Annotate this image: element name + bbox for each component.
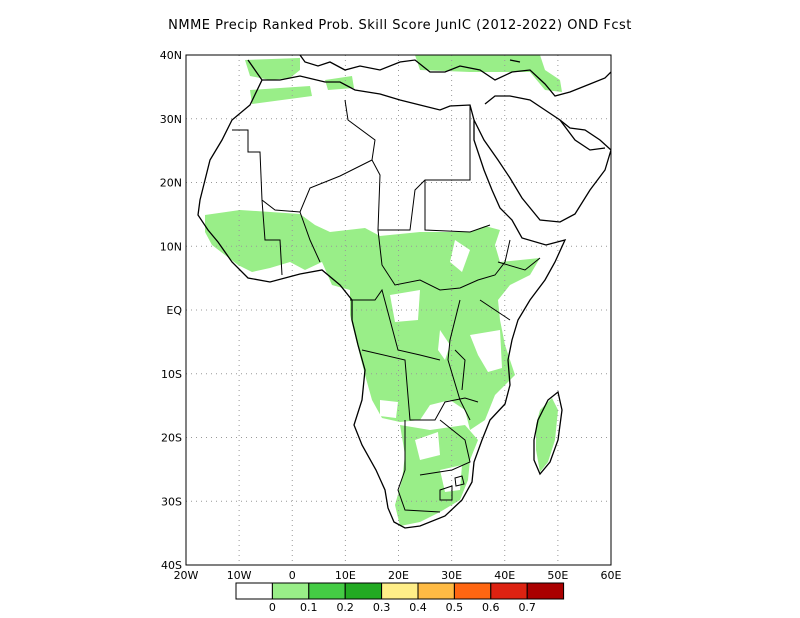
cyprus [509,59,521,63]
shade-north-coast [245,58,300,80]
lat-tick-label: 30S [161,495,182,508]
colorbar-label: 0.5 [446,601,464,614]
coastlines [197,55,611,529]
shade-southern-africa [395,425,478,526]
colorbar-swatch [308,582,346,600]
lat-tick-label: 30N [160,113,182,126]
longitude-labels: 20W 10W 0 10E 20E 30E 40E 50E 60E [174,569,622,582]
lat-tick-label: 20S [161,432,182,445]
mediterranean-north-shore [299,55,611,97]
shade-mideast-north [415,55,562,92]
skill-shading [205,55,562,526]
africa-coastline [197,59,567,529]
lon-tick-label: 20W [174,569,199,582]
colorbar-swatch [526,582,565,600]
red-sea-arabia [473,95,611,223]
lon-tick-label: 0 [289,569,296,582]
lat-tick-label: 10S [161,368,182,381]
lat-tick-label: EQ [166,304,182,317]
colorbar-swatch [381,582,419,600]
colorbar-label: 0.1 [300,601,318,614]
lon-tick-label: 10E [335,569,356,582]
colorbar-label: 0.4 [409,601,427,614]
shade-madagascar [536,398,558,472]
persian-gulf [559,119,606,151]
colorbar-label: 0.6 [482,601,500,614]
madagascar-coast [533,390,563,476]
lat-tick-label: 40N [160,49,182,62]
colorbar-label: 0.7 [518,601,536,614]
latitude-labels: 40N 30N 20N 10N EQ 10S 20S 30S 40S [160,49,183,572]
lon-tick-label: 40E [494,569,515,582]
colorbar-swatch [271,582,310,600]
unshaded-gaps [380,240,502,492]
lon-tick-label: 20E [388,569,409,582]
shade-north-coast-2 [250,86,312,104]
lon-tick-label: 50E [547,569,568,582]
colorbar-label: 0.2 [336,601,354,614]
map-frame [185,54,612,566]
lon-tick-label: 10W [227,569,252,582]
colorbar: 0 0.1 0.2 0.3 0.4 0.5 0.6 0.7 [235,582,565,614]
lat-tick-label: 10N [160,240,182,253]
lon-tick-label: 30E [441,569,462,582]
shade-west-africa [205,210,540,430]
lon-tick-label: 60E [601,569,622,582]
colorbar-swatch [417,582,455,600]
colorbar-swatch [490,582,528,600]
shade-north-coast-3 [325,76,354,90]
lat-tick-label: 20N [160,177,182,190]
country-borders [232,99,541,513]
colorbar-swatch [344,582,383,600]
lat-tick-label: 40S [161,559,182,572]
colorbar-label: 0 [269,601,276,614]
map-title: NMME Precip Ranked Prob. Skill Score Jun… [168,18,632,33]
colorbar-label: 0.3 [373,601,391,614]
colorbar-swatch [453,582,492,600]
colorbar-swatch [235,582,273,600]
graticule [186,55,611,565]
